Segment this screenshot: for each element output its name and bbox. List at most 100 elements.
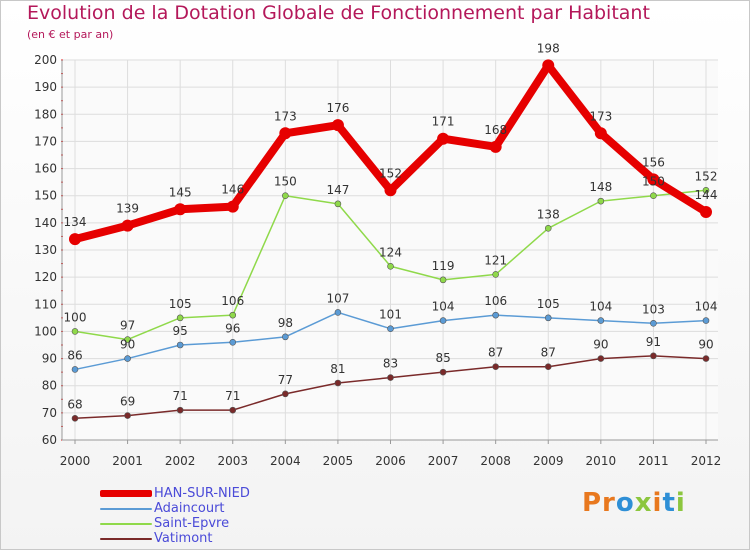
y-tick-label: 90 (42, 352, 57, 366)
data-label: 68 (67, 397, 82, 411)
data-point (492, 311, 499, 319)
data-label: 105 (169, 297, 192, 311)
y-tick-label: 180 (34, 107, 57, 121)
data-point (124, 355, 131, 362)
data-point (176, 314, 184, 322)
y-tick-label: 150 (34, 189, 57, 203)
data-label: 106 (484, 294, 507, 308)
data-point (594, 127, 607, 140)
data-point (650, 352, 657, 360)
data-label: 156 (642, 155, 665, 169)
data-label: 71 (173, 389, 188, 403)
data-point (544, 314, 552, 322)
data-point (176, 341, 184, 349)
data-label: 152 (695, 169, 718, 183)
data-label: 107 (326, 291, 349, 305)
y-tick-label: 160 (34, 162, 57, 176)
data-label: 69 (120, 395, 135, 409)
data-point (229, 406, 237, 414)
data-point (702, 317, 710, 324)
data-point (387, 262, 394, 270)
y-tick-label: 140 (34, 216, 57, 230)
data-point (597, 197, 605, 205)
data-point (702, 186, 710, 194)
data-label: 91 (646, 335, 661, 349)
data-point (124, 412, 131, 419)
data-label: 173 (589, 109, 612, 123)
data-point (71, 328, 79, 335)
data-point (121, 219, 134, 232)
data-point (282, 192, 289, 200)
data-label: 101 (379, 308, 402, 322)
data-label: 198 (537, 41, 560, 55)
data-point (437, 132, 450, 145)
data-point (439, 368, 447, 376)
data-label: 100 (64, 310, 87, 324)
data-label: 121 (484, 253, 507, 267)
data-point (544, 224, 552, 232)
data-point (282, 333, 289, 341)
data-point (387, 374, 394, 381)
data-point (597, 355, 605, 362)
x-tick-label: 2009 (533, 454, 564, 468)
y-tick-label: 120 (34, 270, 57, 284)
x-tick-label: 2007 (428, 454, 459, 468)
x-tick-label: 2008 (480, 454, 511, 468)
data-point (174, 203, 187, 216)
data-point (650, 192, 657, 200)
data-point (176, 406, 184, 414)
data-label: 138 (537, 207, 560, 221)
data-point (279, 127, 292, 140)
data-point (71, 366, 79, 373)
data-label: 148 (589, 180, 612, 194)
data-label: 145 (169, 185, 192, 199)
data-label: 87 (488, 346, 503, 360)
data-label: 103 (642, 302, 665, 316)
data-label: 90 (698, 338, 713, 352)
data-label: 90 (593, 338, 608, 352)
data-point (647, 173, 660, 186)
data-point (489, 140, 502, 153)
x-tick-label: 2001 (112, 454, 143, 468)
data-point (229, 338, 237, 346)
data-point (492, 271, 499, 278)
y-tick-label: 170 (34, 134, 57, 148)
y-tick-label: 130 (34, 243, 57, 257)
data-point (387, 325, 394, 333)
data-point (492, 363, 499, 371)
x-tick-label: 2003 (217, 454, 248, 468)
data-point (226, 200, 239, 213)
data-label: 147 (326, 183, 349, 197)
data-point (282, 390, 289, 398)
data-point (334, 200, 342, 208)
data-point (544, 363, 552, 371)
data-label: 97 (120, 319, 135, 333)
chart-title: Evolution de la Dotation Globale de Fonc… (27, 2, 650, 24)
data-label: 71 (225, 389, 240, 403)
data-label: 104 (432, 300, 455, 314)
data-point (384, 184, 397, 197)
data-point (439, 317, 447, 324)
data-label: 144 (695, 188, 718, 202)
data-label: 176 (326, 101, 349, 115)
x-tick-label: 2010 (586, 454, 617, 468)
data-label: 96 (225, 321, 240, 335)
data-label: 95 (173, 324, 188, 338)
data-point (229, 311, 237, 319)
data-label: 168 (484, 123, 507, 137)
x-tick-label: 2004 (270, 454, 301, 468)
y-tick-label: 200 (34, 53, 57, 67)
data-label: 171 (432, 115, 455, 129)
data-label: 105 (537, 297, 560, 311)
data-label: 150 (642, 175, 665, 189)
data-label: 104 (695, 300, 718, 314)
x-tick-label: 2005 (323, 454, 354, 468)
y-tick-label: 60 (42, 433, 57, 447)
data-point (334, 379, 342, 387)
x-tick-label: 2006 (375, 454, 406, 468)
data-label: 90 (120, 338, 135, 352)
data-label: 77 (278, 373, 293, 387)
y-tick-label: 110 (34, 297, 57, 311)
chart-subtitle: (en € et par an) (27, 28, 114, 41)
